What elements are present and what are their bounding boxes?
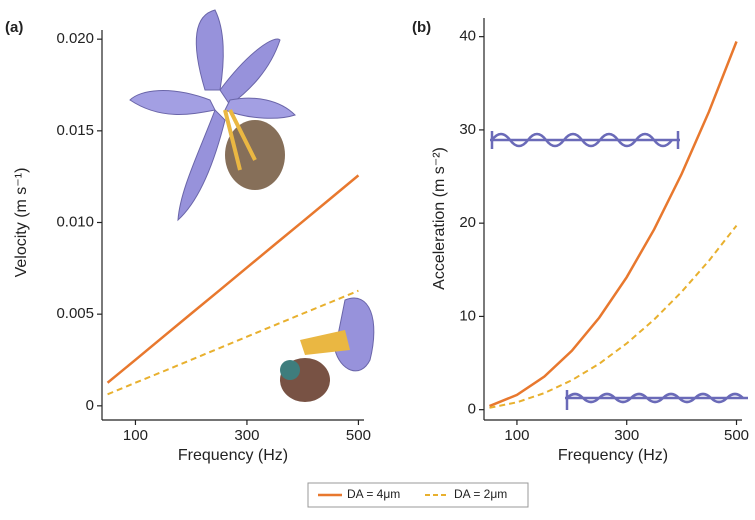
x-tick-label: 300 — [614, 427, 639, 444]
legend-label: DA = 4μm — [347, 487, 400, 501]
flower-illustration — [129, 9, 375, 402]
y-axis-title: Velocity (m s⁻¹) — [13, 168, 30, 278]
y-tick-label: 0 — [468, 401, 476, 418]
y-axis-title: Acceleration (m s⁻²) — [431, 147, 448, 290]
y-tick-label: 20 — [459, 214, 476, 231]
x-tick-label: 500 — [724, 427, 749, 444]
x-tick-label: 100 — [504, 427, 529, 444]
y-tick-label: 0 — [86, 397, 94, 414]
data-line — [107, 289, 359, 396]
y-tick-label: 30 — [459, 121, 476, 138]
x-tick-label: 100 — [123, 427, 148, 444]
panel-label: (a) — [5, 19, 23, 36]
x-tick-label: 500 — [346, 427, 371, 444]
data-line — [106, 174, 360, 384]
x-tick-label: 300 — [234, 427, 259, 444]
legend-label: DA = 2μm — [454, 487, 507, 501]
x-axis-title: Frequency (Hz) — [178, 447, 288, 464]
x-axis-title: Frequency (Hz) — [558, 447, 668, 464]
y-tick-label: 0.020 — [56, 30, 94, 47]
legend: DA = 4μm DA = 2μm — [307, 482, 529, 508]
wave-illustration — [490, 131, 748, 410]
y-tick-label: 0.010 — [56, 213, 94, 230]
data-line — [489, 41, 738, 408]
y-tick-label: 0.015 — [56, 122, 94, 139]
legend-box — [307, 482, 529, 508]
panel-label: (b) — [412, 19, 431, 36]
y-tick-label: 40 — [459, 28, 476, 45]
data-line — [489, 224, 738, 409]
y-tick-label: 10 — [459, 307, 476, 324]
y-tick-label: 0.005 — [56, 305, 94, 322]
